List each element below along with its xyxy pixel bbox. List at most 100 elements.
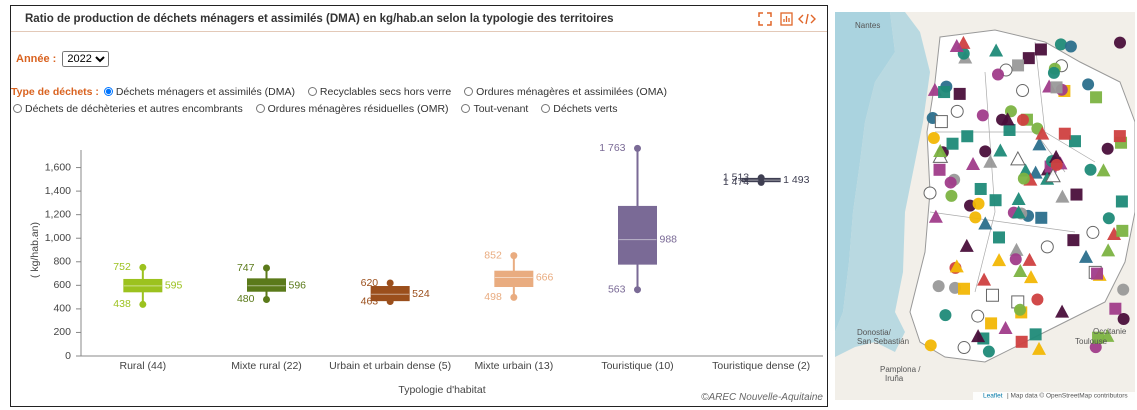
min-point [510, 294, 517, 301]
min-label: 498 [484, 291, 502, 303]
radio[interactable] [541, 104, 550, 113]
map-marker [1055, 38, 1067, 50]
radio[interactable] [256, 104, 265, 113]
max-point [387, 279, 394, 286]
map-marker [969, 211, 981, 223]
map-marker [1087, 226, 1099, 238]
y-tick-label: 800 [53, 256, 71, 268]
map-marker [993, 231, 1005, 243]
box [619, 206, 657, 264]
map-marker [1065, 41, 1077, 53]
map-marker [1082, 78, 1094, 90]
radio[interactable] [308, 87, 317, 96]
chart: 02004006008001,0001,2001,4001,600( kg/ha… [11, 136, 827, 401]
title-text: Ratio de production de déchets ménagers … [25, 13, 614, 25]
median-label: 596 [289, 280, 307, 292]
map: Nantes Donostia/ San Sebastián Pamplona … [835, 12, 1135, 400]
embed-icon[interactable] [799, 14, 815, 24]
y-tick-label: 1,200 [45, 208, 71, 220]
chart-panel: Ratio de production de déchets ménagers … [10, 5, 828, 407]
map-marker [1117, 284, 1129, 296]
map-marker [1102, 143, 1114, 155]
radio[interactable] [461, 104, 470, 113]
waste-type-option[interactable]: Recyclables secs hors verre [306, 86, 451, 98]
map-marker [1116, 195, 1128, 207]
box-group: 620463524 [361, 277, 430, 307]
map-marker [1004, 124, 1016, 136]
waste-type-text: Ordures ménagères résiduelles (OMR) [268, 103, 449, 115]
box-group: 1 5131 4741 493 [723, 172, 810, 189]
x-axis-title: Typologie d'habitat [398, 384, 485, 396]
y-tick-label: 1,400 [45, 185, 71, 197]
map-marker [934, 164, 946, 176]
min-point [634, 286, 641, 293]
waste-type-text: Déchets de déchèteries et autres encombr… [25, 103, 243, 115]
map-label: Iruña [885, 374, 904, 383]
map-marker [975, 183, 987, 195]
max-label: 1 763 [599, 142, 625, 154]
max-point [634, 145, 641, 152]
map-marker [954, 88, 966, 100]
x-tick-label: Touristique dense (2) [712, 360, 810, 372]
min-point [387, 298, 394, 305]
waste-type-option[interactable]: Tout-venant [459, 103, 528, 115]
map-marker [924, 187, 936, 199]
year-label: Année : [16, 53, 56, 65]
y-axis-title: ( kg/hab.an) [29, 222, 41, 278]
map-marker [1067, 234, 1079, 246]
map-marker [1090, 91, 1102, 103]
waste-type-option[interactable]: Ordures ménagères résiduelles (OMR) [254, 103, 449, 115]
radio[interactable] [104, 87, 113, 96]
map-marker [992, 68, 1004, 80]
box [248, 279, 286, 291]
waste-type-text: Déchets ménagers et assimilés (DMA) [116, 86, 295, 98]
map-marker [985, 317, 997, 329]
map-marker [1051, 81, 1063, 93]
map-marker [935, 116, 947, 128]
waste-type-option[interactable]: Déchets verts [539, 103, 617, 115]
waste-type-text: Déchets verts [553, 103, 617, 115]
min-label: 463 [361, 295, 379, 307]
map-marker [979, 145, 991, 157]
map-marker [990, 194, 1002, 206]
x-tick-label: Touristique (10) [601, 360, 673, 372]
max-label: 752 [113, 261, 131, 273]
max-label: 620 [361, 277, 379, 289]
map-marker [939, 309, 951, 321]
max-point [139, 264, 146, 271]
min-point [758, 179, 765, 186]
leaflet-link[interactable]: Leaflet [983, 393, 1003, 400]
max-point [263, 265, 270, 272]
data-icon[interactable] [781, 13, 792, 25]
map-label: Pamplona / [880, 365, 921, 374]
map-marker [1018, 173, 1030, 185]
fullscreen-icon[interactable] [759, 13, 771, 25]
map-marker [1010, 253, 1022, 265]
map-marker [977, 109, 989, 121]
map-marker [1114, 37, 1126, 49]
min-label: 1 474 [723, 176, 749, 188]
y-tick-label: 1,600 [45, 161, 71, 173]
map-label: Toulouse [1075, 337, 1108, 346]
toolbar [757, 11, 817, 27]
map-marker [1051, 159, 1063, 171]
map-marker [1109, 303, 1121, 315]
median-label: 666 [536, 271, 554, 283]
map-label: San Sebastián [857, 337, 909, 346]
waste-type-option[interactable]: Déchets de déchèteries et autres encombr… [11, 103, 243, 115]
map-marker [925, 339, 937, 351]
min-point [263, 296, 270, 303]
map-marker [983, 346, 995, 358]
waste-type-option[interactable]: Déchets ménagers et assimilés (DMA) [102, 86, 295, 98]
map-marker [1031, 294, 1043, 306]
panel-title: Ratio de production de déchets ménagers … [11, 6, 827, 32]
median-label: 1 493 [783, 174, 809, 186]
map-marker [1014, 304, 1026, 316]
waste-type-option[interactable]: Ordures ménagères et assimilées (OMA) [462, 86, 667, 98]
map-marker [1085, 164, 1097, 176]
map-marker [1035, 43, 1047, 55]
max-label: 747 [237, 262, 255, 274]
year-select[interactable]: 2022 [62, 51, 109, 67]
radio[interactable] [13, 104, 22, 113]
radio[interactable] [464, 87, 473, 96]
